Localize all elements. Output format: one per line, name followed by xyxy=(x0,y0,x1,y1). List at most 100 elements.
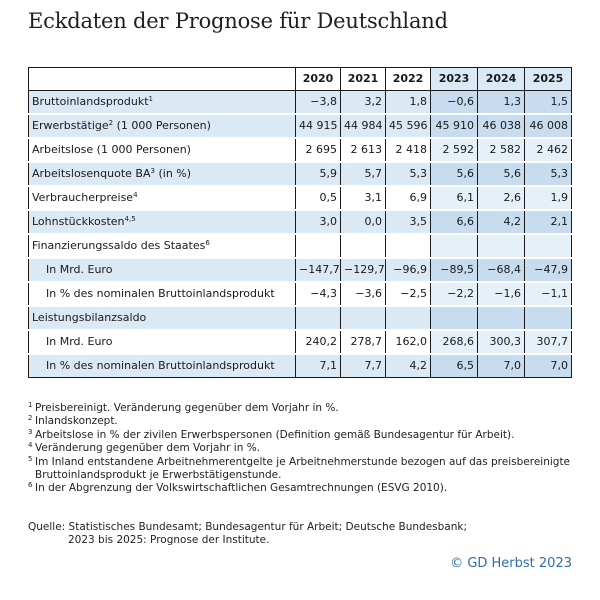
row-label: Arbeitslosenquote BA3 (in %) xyxy=(28,162,296,187)
table-cell: 7,0 xyxy=(524,354,572,378)
row-label-text: Arbeitslose (1 000 Personen) xyxy=(32,143,191,156)
footnotes: 1 Preisbereinigt. Veränderung gegenüber d… xyxy=(28,401,578,496)
table-cell: 6,6 xyxy=(430,210,478,235)
table-cell: 2 613 xyxy=(340,138,386,163)
table-row: Erwerbstätige2 (1 000 Personen) 44 915 44 … xyxy=(28,114,572,139)
table-cell: 1,5 xyxy=(524,90,572,115)
footnote-mark: 4 xyxy=(28,441,33,450)
page-title: Eckdaten der Prognose für Deutschland xyxy=(28,9,448,33)
table-cell: 6,9 xyxy=(385,186,431,211)
table-row: Verbraucherpreise4 0,5 3,1 6,9 6,1 2,6 1,9 xyxy=(28,186,572,211)
row-label: Bruttoinlandsprodukt1 xyxy=(28,90,296,115)
table-row: Arbeitslose (1 000 Personen) 2 695 2 613 2 … xyxy=(28,138,572,163)
table-cell: 307,7 xyxy=(524,330,572,355)
table-cell: 4,2 xyxy=(385,354,431,378)
table-cell: −3,8 xyxy=(295,90,341,115)
header-year-forecast: 2025 xyxy=(524,67,572,91)
table-cell: 7,1 xyxy=(295,354,341,378)
table-cell: 6,5 xyxy=(430,354,478,378)
table-cell: 162,0 xyxy=(385,330,431,355)
footnote: 5 Im Inland entstandene Arbeitnehmerentge… xyxy=(28,455,578,483)
table-cell: 2,6 xyxy=(477,186,525,211)
table-row: In Mrd. Euro 240,2 278,7 162,0 268,6 300,3 307… xyxy=(28,330,572,355)
footnote-ref: 4,5 xyxy=(124,215,136,223)
row-label-text: Erwerbstätige xyxy=(32,119,109,132)
footnote-text: Inlandskonzept. xyxy=(35,415,118,428)
table-row: Leistungsbilanzsaldo xyxy=(28,306,572,331)
table-cell: 240,2 xyxy=(295,330,341,355)
table-cell xyxy=(295,306,341,331)
row-label: Lohnstückkosten4,5 xyxy=(28,210,296,235)
table-cell: 46 038 xyxy=(477,114,525,139)
footnote-text: Veränderung gegenüber dem Vorjahr in %. xyxy=(35,442,261,455)
row-label-suffix: (in %) xyxy=(154,167,192,180)
row-label-text: In % des nominalen Bruttoinlandsprodukt xyxy=(46,359,275,372)
table-cell xyxy=(524,306,572,331)
table-cell: −4,3 xyxy=(295,282,341,307)
table-cell xyxy=(295,234,341,259)
row-label-text: Bruttoinlandsprodukt xyxy=(32,95,149,108)
table-cell: 2 462 xyxy=(524,138,572,163)
table-cell xyxy=(385,306,431,331)
table-cell: 5,9 xyxy=(295,162,341,187)
table-cell: 45 910 xyxy=(430,114,478,139)
row-label-text: Lohnstückkosten xyxy=(32,215,125,228)
row-label: Leistungsbilanzsaldo xyxy=(28,306,296,331)
header-label-cell xyxy=(28,67,296,91)
table-cell: −96,9 xyxy=(385,258,431,283)
footnote: 1 Preisbereinigt. Veränderung gegenüber d… xyxy=(28,401,578,415)
table-cell: 45 596 xyxy=(385,114,431,139)
table-cell: 7,7 xyxy=(340,354,386,378)
table-cell: −1,6 xyxy=(477,282,525,307)
table-cell: 0,0 xyxy=(340,210,386,235)
table-cell: 5,6 xyxy=(430,162,478,187)
table-cell: 5,6 xyxy=(477,162,525,187)
table-cell: −68,4 xyxy=(477,258,525,283)
table-cell xyxy=(430,306,478,331)
table-cell: 278,7 xyxy=(340,330,386,355)
table-cell: 44 915 xyxy=(295,114,341,139)
table-cell: 7,0 xyxy=(477,354,525,378)
table-cell: 3,0 xyxy=(295,210,341,235)
row-label: Finanzierungssaldo des Staates6 xyxy=(28,234,296,259)
table-cell: 2 592 xyxy=(430,138,478,163)
table-cell: 0,5 xyxy=(295,186,341,211)
footnote-text: Im Inland entstandene Arbeitnehmerentgel… xyxy=(35,455,571,482)
footnote-mark: 1 xyxy=(28,401,33,409)
table-row: Bruttoinlandsprodukt1 −3,8 3,2 1,8 −0,6 1,3 1,… xyxy=(28,90,572,115)
row-label-text: Arbeitslosenquote BA xyxy=(32,167,151,180)
table-cell: 1,3 xyxy=(477,90,525,115)
table-cell: −1,1 xyxy=(524,282,572,307)
row-label: In Mrd. Euro xyxy=(28,258,296,283)
table-cell: −89,5 xyxy=(430,258,478,283)
table-cell xyxy=(340,306,386,331)
row-label: Arbeitslose (1 000 Personen) xyxy=(28,138,296,163)
footnote-ref: 1 xyxy=(148,95,154,103)
footnote-text: Arbeitslose in % der zivilen Erwerbspers… xyxy=(35,428,515,441)
table-cell: 5,3 xyxy=(524,162,572,187)
table-header-row: 2020 2021 2022 2023 2024 2025 xyxy=(28,67,572,91)
table-cell: −2,5 xyxy=(385,282,431,307)
table-row: Lohnstückkosten4,5 3,0 0,0 3,5 6,6 4,2 2,1 xyxy=(28,210,572,235)
footnote-mark: 3 xyxy=(28,427,33,436)
footnote: 4 Veränderung gegenüber dem Vorjahr in %. xyxy=(28,441,578,455)
table-cell: −0,6 xyxy=(430,90,478,115)
table-cell xyxy=(524,234,572,259)
table-cell xyxy=(477,306,525,331)
table-body: Bruttoinlandsprodukt1 −3,8 3,2 1,8 −0,6 1,3 1,… xyxy=(28,90,572,378)
footnote: 6 In der Abgrenzung der Volkswirtschaftli… xyxy=(28,481,578,495)
footnote-ref: 2 xyxy=(108,119,114,127)
footnote-mark: 6 xyxy=(28,481,33,490)
table-cell: 3,1 xyxy=(340,186,386,211)
table-row: Finanzierungssaldo des Staates6 xyxy=(28,234,572,259)
source-line-2: 2023 bis 2025: Prognose der Institute. xyxy=(68,534,270,547)
row-label-text: Finanzierungssaldo des Staates xyxy=(32,239,206,252)
header-year: 2021 xyxy=(340,67,386,91)
source-note: Quelle: Statistisches Bundesamt; Bundesa… xyxy=(28,521,467,548)
table-cell: 2 582 xyxy=(477,138,525,163)
header-year-forecast: 2024 xyxy=(477,67,525,91)
table-cell: 2 695 xyxy=(295,138,341,163)
footnote-mark: 2 xyxy=(28,414,33,423)
source-line-1: Quelle: Statistisches Bundesamt; Bundesa… xyxy=(28,521,468,533)
row-label: Erwerbstätige2 (1 000 Personen) xyxy=(28,114,296,139)
